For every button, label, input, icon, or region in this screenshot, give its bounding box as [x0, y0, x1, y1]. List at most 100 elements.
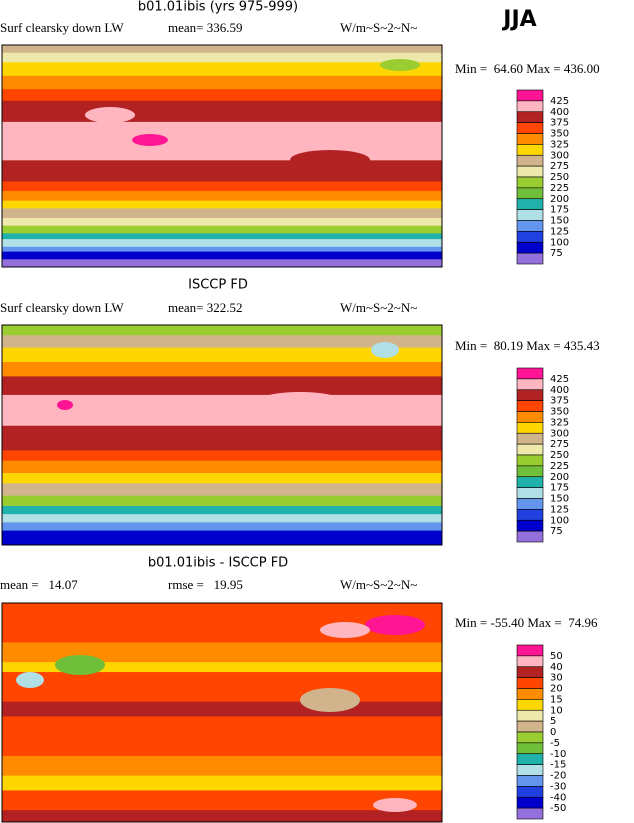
colorbar-box [516, 720, 544, 733]
colorbar-label: 175 [550, 205, 569, 216]
map-band [2, 208, 442, 219]
min-max: Min = 80.19 Max = 435.43 [455, 338, 600, 353]
map-band [2, 642, 442, 663]
map-blob [260, 392, 340, 408]
colorbar-label: 200 [550, 194, 569, 205]
map-band [2, 530, 442, 546]
map-blob [320, 622, 370, 638]
map-band [2, 251, 442, 260]
colorbar-box [516, 454, 544, 467]
colorbar-box [516, 231, 544, 243]
colorbar-box [516, 209, 544, 221]
map-band [2, 121, 442, 161]
map-band [2, 394, 442, 427]
colorbar-box [516, 786, 544, 798]
map-blob [380, 59, 420, 71]
colorbar-label: 225 [550, 461, 569, 472]
map-band [2, 775, 442, 791]
colorbar-box [516, 443, 544, 456]
map-frame [1, 324, 443, 546]
map-band [2, 522, 442, 532]
map-band [2, 181, 442, 192]
map-band [2, 810, 442, 823]
colorbar-box [516, 476, 544, 488]
colorbar-label: 400 [550, 107, 569, 118]
colorbar-label: 15 [550, 694, 563, 705]
map-band [2, 52, 442, 63]
colorbar-box [516, 775, 544, 787]
colorbar-label: 425 [550, 96, 569, 107]
colorbar-box [516, 666, 544, 678]
min-max: Min = 64.60 Max = 436.00 [455, 61, 600, 76]
map-band [2, 362, 442, 377]
colorbar-label: 375 [550, 396, 569, 407]
colorbar-box [516, 509, 544, 521]
map-band [2, 325, 442, 336]
colorbar-label: -40 [550, 792, 566, 803]
map-blob [371, 342, 399, 358]
map-band [2, 755, 442, 777]
colorbar-box [516, 796, 544, 809]
colorbar-box [516, 688, 544, 700]
map-band [2, 200, 442, 209]
map-band [2, 716, 442, 757]
map-band [2, 505, 442, 515]
map-band [2, 225, 442, 234]
colorbar-label: 40 [550, 662, 563, 673]
colorbar-label: 10 [550, 705, 563, 716]
colorbar-box [516, 742, 544, 755]
colorbar-label: 200 [550, 472, 569, 483]
colorbar-label: 75 [550, 248, 563, 259]
units-label: W/m~S~2~N~ [340, 577, 417, 592]
map-band [2, 246, 442, 253]
panel-title: ISCCP FD [188, 278, 248, 293]
middle-label: mean= 322.52 [168, 300, 242, 315]
colorbar-box [516, 644, 544, 657]
colorbar-box [516, 165, 544, 178]
colorbar-box [516, 89, 544, 102]
map-band [2, 191, 442, 202]
left-label: Surf clearsky down LW [0, 20, 124, 35]
map-band [2, 672, 442, 703]
colorbar-label: -15 [550, 760, 566, 771]
map-blob [365, 615, 425, 635]
map-band [2, 335, 442, 349]
colorbar-label: 225 [550, 183, 569, 194]
middle-label: rmse = 19.95 [168, 577, 243, 592]
map-band [2, 495, 442, 507]
colorbar-box [516, 807, 544, 820]
map-blob [132, 134, 168, 146]
colorbar-box [516, 198, 544, 210]
colorbar-label: 325 [550, 417, 569, 428]
colorbar-box [516, 122, 544, 134]
colorbar-box [516, 400, 544, 412]
map-band [2, 100, 442, 123]
colorbar-box [516, 487, 544, 499]
map-band [2, 45, 442, 54]
map-band [2, 662, 442, 673]
map-blob [57, 400, 73, 410]
map-band [2, 425, 442, 451]
colorbar-label: 0 [550, 727, 556, 738]
colorbar-label: 75 [550, 526, 563, 537]
colorbar-label: 400 [550, 385, 569, 396]
map-band [2, 233, 442, 240]
map-band [2, 75, 442, 90]
map-blob [55, 655, 105, 675]
map-band [2, 460, 442, 474]
colorbar-box [516, 133, 544, 145]
colorbar-box [516, 709, 544, 722]
colorbar-box [516, 519, 544, 532]
colorbar-box [516, 411, 544, 423]
colorbar-label: 325 [550, 139, 569, 150]
colorbar-box [516, 220, 544, 232]
colorbar-label: -50 [550, 803, 566, 814]
map-blob [290, 150, 370, 170]
colorbar-box [516, 187, 544, 200]
map-frame [1, 44, 443, 268]
colorbar-label: 50 [550, 651, 563, 662]
map-band [2, 701, 442, 717]
colorbar-box [516, 100, 544, 113]
map-band [2, 790, 442, 811]
